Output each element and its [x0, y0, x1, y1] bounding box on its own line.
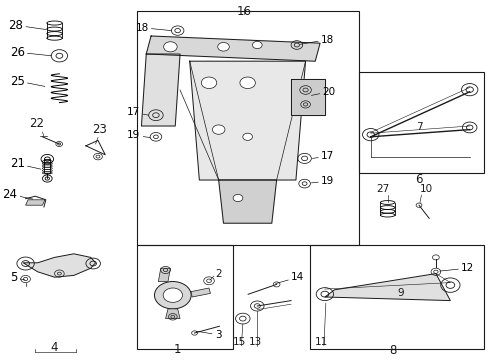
Polygon shape [23, 254, 95, 277]
Polygon shape [191, 288, 210, 297]
Circle shape [201, 77, 216, 89]
Polygon shape [141, 54, 180, 126]
Text: 17: 17 [312, 151, 334, 161]
Circle shape [212, 125, 224, 134]
Polygon shape [165, 309, 180, 319]
Text: 27: 27 [375, 184, 388, 194]
Text: 5: 5 [10, 271, 24, 284]
Text: 19: 19 [127, 130, 150, 140]
Text: 14: 14 [275, 272, 304, 284]
Text: 3: 3 [196, 330, 221, 340]
Text: 22: 22 [29, 117, 43, 130]
Polygon shape [25, 200, 45, 205]
Text: 10: 10 [419, 184, 432, 194]
Polygon shape [158, 268, 170, 282]
Text: 25: 25 [10, 75, 45, 87]
Circle shape [163, 42, 177, 52]
Text: 6: 6 [414, 173, 422, 186]
Polygon shape [290, 79, 324, 115]
Text: 18: 18 [300, 35, 334, 45]
Circle shape [252, 41, 262, 49]
Text: 8: 8 [388, 344, 395, 357]
Text: 11: 11 [314, 337, 327, 347]
Circle shape [217, 42, 229, 51]
Bar [136, 11, 358, 245]
Text: 4: 4 [51, 341, 58, 354]
Circle shape [240, 77, 255, 89]
Circle shape [154, 282, 191, 309]
Polygon shape [218, 180, 276, 223]
Bar [358, 72, 483, 173]
Text: 7: 7 [415, 122, 422, 132]
Text: 15: 15 [233, 337, 246, 347]
Text: 1: 1 [174, 343, 181, 356]
Text: 12: 12 [439, 263, 473, 273]
Bar [310, 245, 483, 349]
Text: 23: 23 [92, 123, 107, 136]
Circle shape [243, 133, 252, 140]
Text: 26: 26 [10, 46, 52, 59]
Text: 28: 28 [8, 19, 46, 32]
Text: 2: 2 [214, 269, 221, 279]
Text: 19: 19 [311, 176, 334, 186]
Polygon shape [189, 61, 305, 180]
Text: 9: 9 [396, 288, 403, 298]
Circle shape [233, 194, 243, 202]
Polygon shape [324, 274, 449, 301]
Text: 18: 18 [135, 23, 171, 33]
Text: 21: 21 [10, 157, 41, 170]
Polygon shape [146, 36, 319, 61]
Text: 24: 24 [2, 188, 33, 201]
Text: 20: 20 [311, 87, 335, 97]
Text: 17: 17 [127, 107, 148, 117]
Bar [44, 159, 50, 173]
Bar [136, 245, 233, 349]
Text: 13: 13 [248, 337, 262, 347]
Circle shape [163, 288, 182, 302]
Text: 16: 16 [236, 5, 251, 18]
